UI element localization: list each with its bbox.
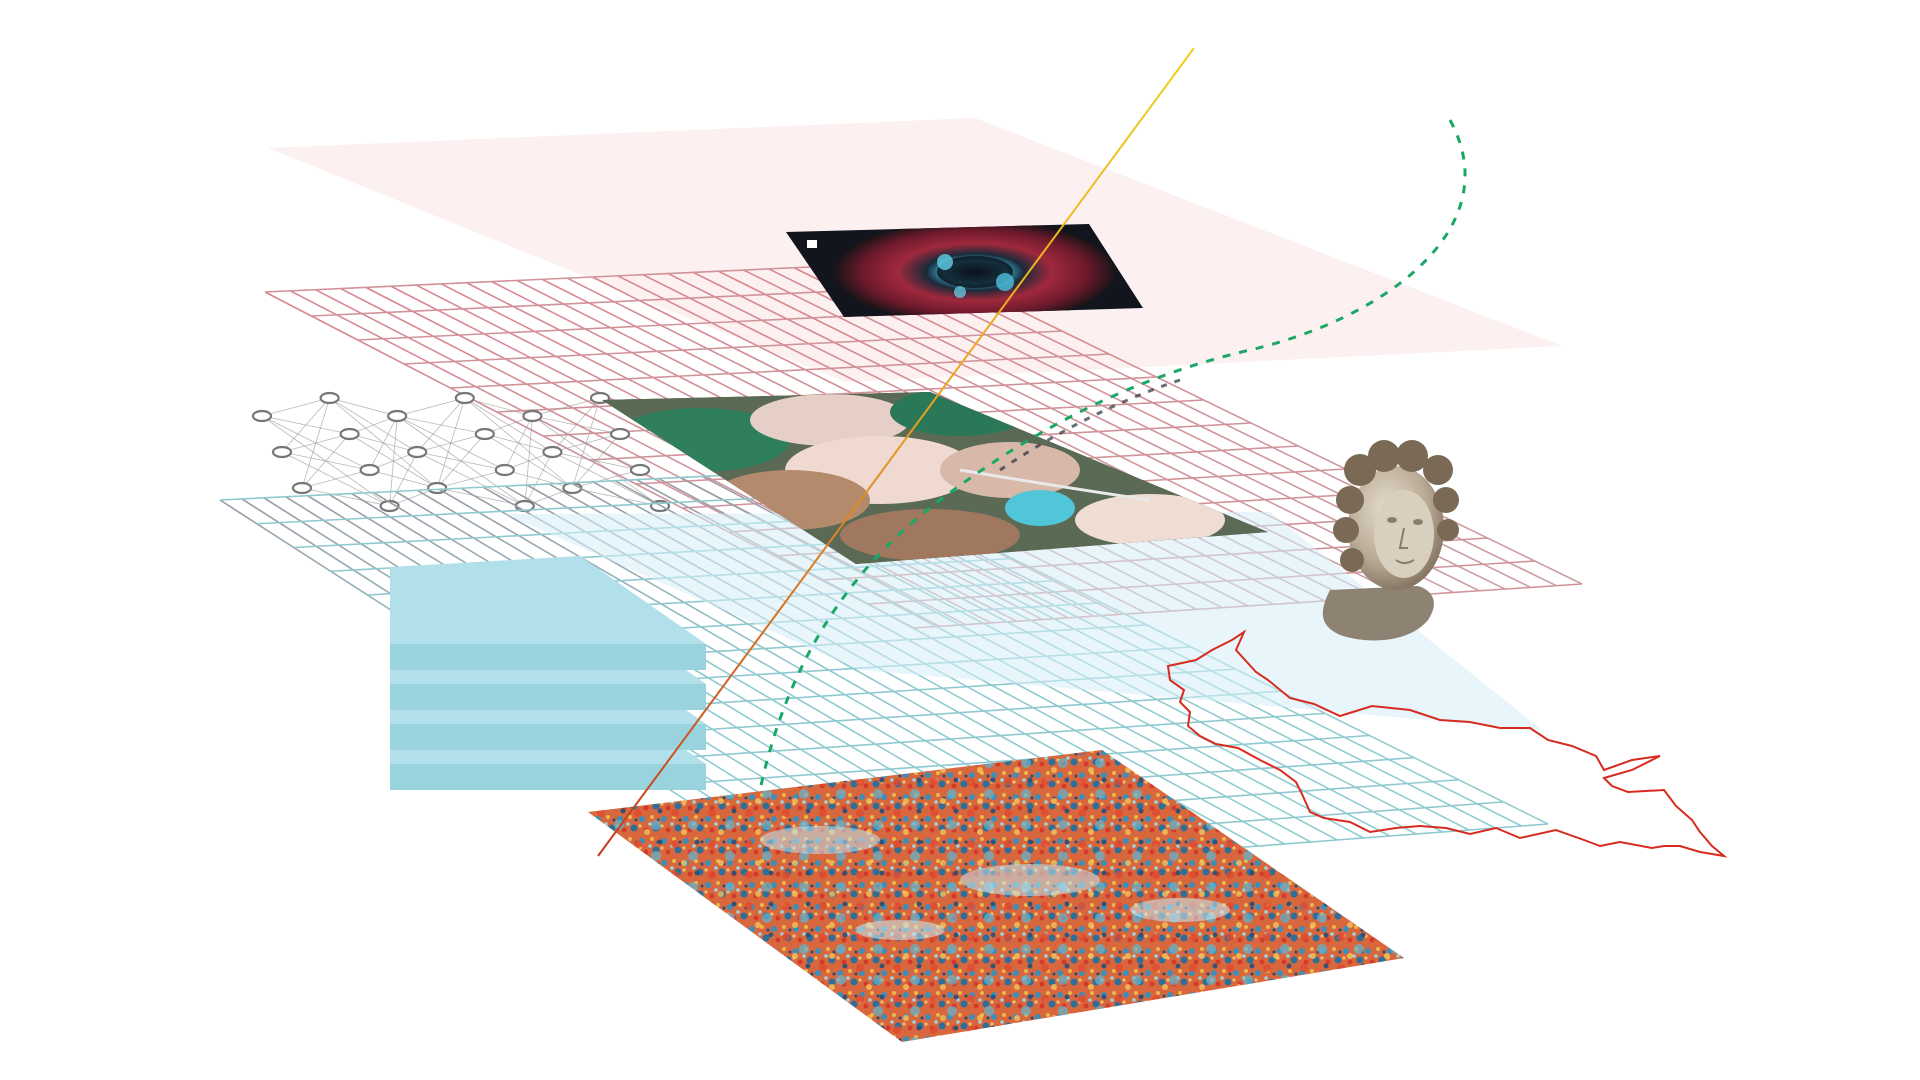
network-node (387, 409, 408, 423)
network-edge (261, 397, 330, 417)
network-edge (369, 415, 398, 471)
stack-layer-side (390, 764, 706, 790)
map-border-icon (1166, 629, 1728, 858)
translucent-blue-plane (505, 512, 1542, 730)
stack-layer-top (390, 556, 706, 644)
network-node (359, 463, 380, 477)
network-node (251, 409, 273, 423)
network-node (319, 391, 340, 405)
network-node (629, 463, 651, 477)
network-node (407, 445, 428, 459)
network-edge (524, 451, 553, 507)
network-edge (464, 397, 533, 417)
spectral-heatmap-icon (588, 750, 1404, 1042)
grid-line (662, 734, 1370, 786)
vertical-axis-line (597, 47, 1195, 857)
network-node (454, 391, 475, 405)
network-node (474, 427, 495, 441)
network-node (609, 427, 631, 441)
network-node (542, 445, 563, 459)
network-edge (504, 415, 533, 471)
network-node (379, 499, 400, 513)
network-edge (301, 397, 330, 489)
grid-line (404, 330, 1062, 365)
network-node (291, 481, 313, 495)
network-edge (281, 397, 330, 453)
classical-bust-icon (1322, 440, 1459, 641)
grid-line (625, 712, 1325, 763)
network-edge (572, 469, 641, 489)
stack-layer-side (390, 684, 706, 710)
stack-layer-side (390, 724, 706, 750)
network-edge (301, 487, 390, 507)
network-node (522, 409, 543, 423)
green-dashed-curve (758, 119, 1467, 791)
network-edge (301, 433, 350, 489)
network-edge (397, 397, 465, 417)
network-edge (524, 415, 533, 507)
network-edge (436, 397, 466, 489)
network-edge (436, 433, 486, 489)
network-edge (416, 397, 466, 453)
network-edge (572, 433, 621, 489)
microscopy-image-icon (786, 224, 1143, 317)
data-stack-icon (390, 556, 706, 790)
neural-network-icon (251, 391, 671, 513)
network-edge (389, 451, 418, 507)
stack-layer-side (390, 644, 706, 670)
network-node (339, 427, 360, 441)
grid-line (450, 353, 1110, 389)
network-edge (532, 397, 601, 417)
grid-line (496, 376, 1157, 413)
network-edge (552, 397, 601, 453)
network-node (494, 463, 515, 477)
network-edge (329, 397, 398, 417)
network-edge (572, 397, 601, 489)
network-edge (437, 469, 505, 489)
network-node (271, 445, 293, 459)
network-edge (301, 469, 370, 489)
